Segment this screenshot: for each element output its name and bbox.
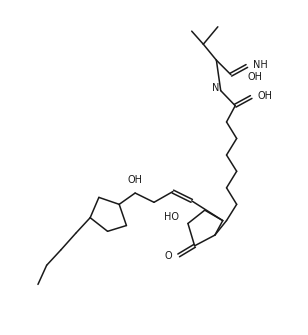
Text: OH: OH [248, 72, 263, 82]
Text: N: N [212, 83, 219, 93]
Text: OH: OH [128, 175, 143, 185]
Text: OH: OH [257, 91, 273, 102]
Text: O: O [165, 251, 172, 261]
Text: HO: HO [164, 212, 179, 222]
Text: NH: NH [253, 60, 268, 70]
